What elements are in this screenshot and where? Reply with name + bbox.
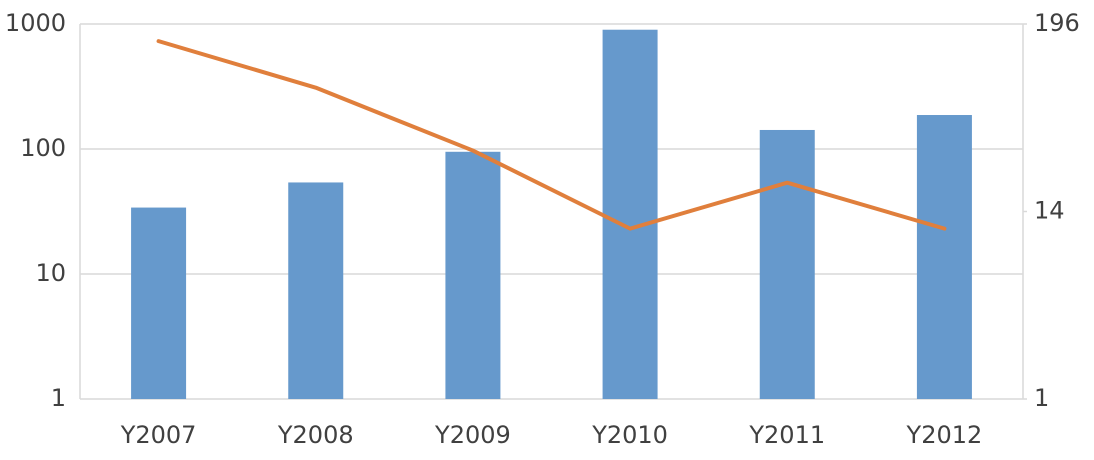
x-tick-label: Y2009: [434, 421, 511, 449]
x-tick-label: Y2012: [906, 421, 983, 449]
y2-tick-label: 196: [1034, 9, 1080, 37]
x-tick-label: Y2011: [748, 421, 825, 449]
x-tick-label: Y2010: [591, 421, 668, 449]
line: [156, 39, 947, 231]
y2-tick-label: 14: [1034, 197, 1065, 225]
y-tick-label: 1: [51, 384, 66, 412]
bar: [131, 207, 187, 399]
y-tick-label: 1000: [5, 9, 66, 37]
bar: [759, 129, 815, 399]
bar: [916, 115, 972, 399]
x-tick-label: Y2008: [277, 421, 354, 449]
x-tick-label: Y2007: [120, 421, 197, 449]
bar: [445, 151, 501, 399]
y2-tick-label: 1: [1034, 384, 1049, 412]
bar: [288, 182, 344, 399]
y-tick-label: 10: [35, 259, 66, 287]
bar: [602, 29, 658, 399]
y-tick-label: 100: [20, 134, 66, 162]
